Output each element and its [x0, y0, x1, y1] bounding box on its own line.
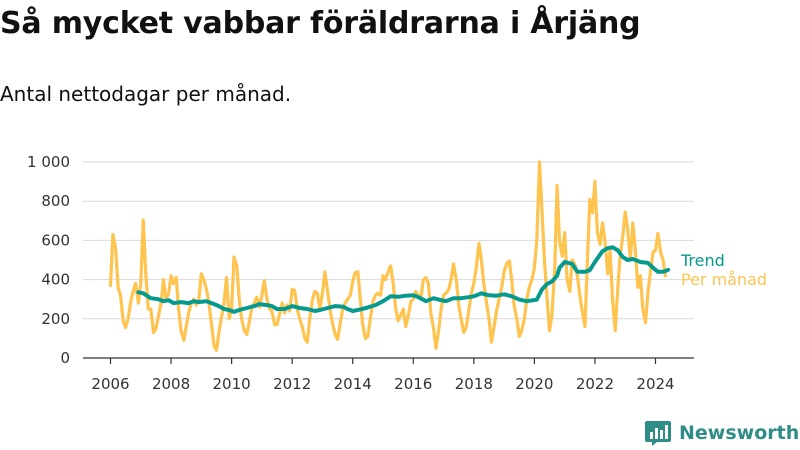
y-tick-label: 600 [41, 231, 70, 249]
x-tick-label: 2010 [213, 375, 251, 393]
y-tick-label: 400 [41, 271, 70, 289]
x-tick-label: 2020 [515, 375, 553, 393]
series-line-trend [136, 245, 671, 314]
series-label-per-manad: Per månad [681, 270, 767, 289]
y-tick-label: 0 [60, 349, 70, 367]
x-tick-label: 2016 [394, 375, 432, 393]
y-tick-label: 200 [41, 310, 70, 328]
x-tick-label: 2018 [455, 375, 493, 393]
x-tick-label: 2022 [576, 375, 614, 393]
y-tick-label: 1 000 [27, 153, 70, 171]
y-axis: 0 200 400 600 800 1 000 [27, 153, 70, 367]
chart-title: Så mycket vabbar föräldrarna i Årjäng [0, 6, 641, 41]
x-axis: 2006 2008 2010 2012 2014 2016 2018 2020 2022 2024 [91, 358, 675, 393]
x-tick-label: 2024 [636, 375, 674, 393]
newsworthy-logo-icon [645, 421, 671, 446]
series-line-per-manad [108, 160, 668, 352]
x-tick-label: 2014 [334, 375, 372, 393]
series-label-trend: Trend [680, 251, 725, 270]
x-tick-label: 2012 [273, 375, 311, 393]
chart-subtitle: Antal nettodagar per månad. [0, 82, 292, 106]
x-tick-label: 2008 [152, 375, 190, 393]
brand-name: Newsworthy [679, 422, 800, 444]
x-tick-label: 2006 [91, 375, 129, 393]
y-tick-label: 800 [41, 192, 70, 210]
brand-logo: Newsworthy [644, 418, 800, 448]
